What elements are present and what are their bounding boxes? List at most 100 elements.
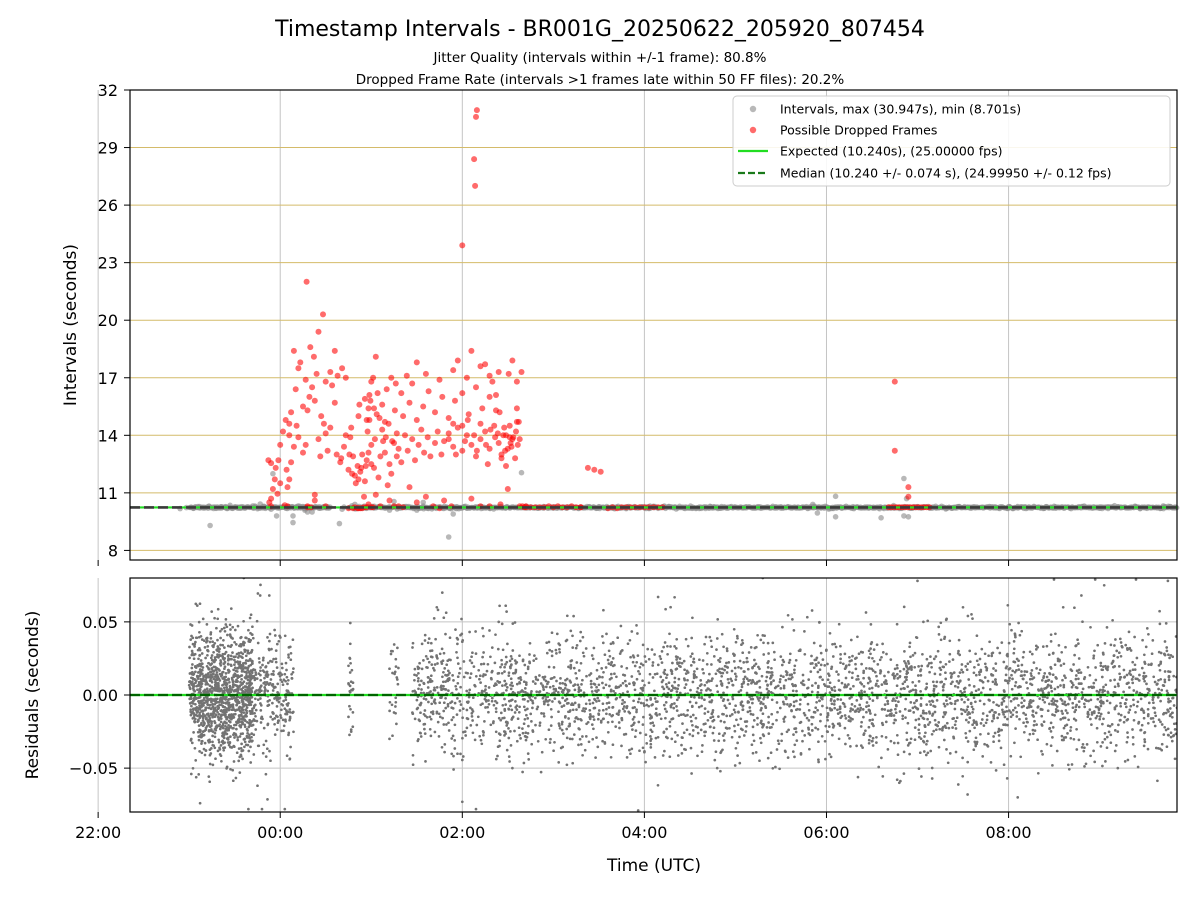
dropped-frame-point-280: [591, 467, 597, 473]
residual-point: [220, 687, 223, 690]
residual-point: [1022, 712, 1025, 715]
residual-point: [207, 775, 210, 778]
residual-point: [1126, 731, 1129, 734]
residual-point: [195, 636, 198, 639]
residual-point: [199, 649, 202, 652]
residual-point: [746, 660, 749, 663]
residual-point: [826, 719, 829, 722]
residual-point: [192, 700, 195, 703]
residual-point: [1008, 677, 1011, 680]
residual-point: [1095, 717, 1098, 720]
residual-point: [292, 638, 295, 641]
residual-point: [638, 749, 641, 752]
residual-point: [1154, 711, 1157, 714]
residual-point: [807, 686, 810, 689]
residual-point: [756, 723, 759, 726]
residual-point: [690, 664, 693, 667]
residual-point: [857, 710, 860, 713]
residual-point: [669, 721, 672, 724]
residual-point: [282, 719, 285, 722]
residual-point: [219, 673, 222, 676]
dropped-frame-point-32: [314, 371, 320, 377]
dropped-frame-point-154: [437, 377, 443, 383]
residual-point: [1120, 641, 1123, 644]
dropped-frame-point-88: [366, 392, 372, 398]
dropped-frame-point-203: [366, 405, 372, 411]
residual-point: [645, 742, 648, 745]
dropped-frame-point-126: [450, 444, 456, 450]
residual-point: [988, 640, 991, 643]
residual-point: [416, 707, 419, 710]
residual-point: [514, 711, 517, 714]
residual-point: [278, 634, 281, 637]
residual-point: [272, 670, 275, 673]
residual-point: [1132, 704, 1135, 707]
residual-point: [192, 716, 195, 719]
residual-point: [225, 672, 228, 675]
dropped-frame-point-133: [482, 429, 488, 435]
residual-point: [233, 736, 236, 739]
residual-point: [858, 652, 861, 655]
residual-point: [192, 767, 195, 770]
residual-point: [218, 669, 221, 672]
residual-point: [920, 715, 923, 718]
residual-point: [233, 760, 236, 763]
residual-point: [395, 723, 398, 726]
residual-point: [198, 636, 201, 639]
residual-point: [927, 751, 930, 754]
residual-point: [815, 701, 818, 704]
residual-point: [1086, 743, 1089, 746]
residual-point: [243, 738, 246, 741]
residual-point: [567, 717, 570, 720]
residual-point: [531, 707, 534, 710]
residual-point: [716, 618, 719, 621]
residual-point: [580, 662, 583, 665]
residual-point: [1132, 736, 1135, 739]
residual-point: [734, 678, 737, 681]
residual-point: [722, 645, 725, 648]
dropped-frame-point-171: [407, 484, 413, 490]
residual-point: [224, 623, 227, 626]
residual-point: [225, 722, 228, 725]
residual-point: [266, 681, 269, 684]
residual-point: [211, 654, 214, 657]
residual-point: [221, 684, 224, 687]
residual-point: [284, 698, 287, 701]
residual-point: [1022, 721, 1025, 724]
x-tick-label-2: 02:00: [439, 823, 485, 842]
residual-point: [231, 626, 234, 629]
residual-point: [251, 686, 254, 689]
residual-point: [278, 672, 281, 675]
residual-point: [865, 667, 868, 670]
residual-point: [821, 735, 824, 738]
residual-point: [720, 675, 723, 678]
dropped-frame-point-210: [383, 434, 389, 440]
residual-point: [191, 663, 194, 666]
residual-point: [202, 666, 205, 669]
dropped-frame-point-80: [387, 461, 393, 467]
residual-point: [702, 672, 705, 675]
dropped-frame-point-97: [368, 379, 374, 385]
residual-point: [1109, 741, 1112, 744]
residual-point: [909, 701, 912, 704]
residual-point: [643, 684, 646, 687]
residual-point: [505, 683, 508, 686]
residual-point: [860, 689, 863, 692]
dropped-frame-point-176: [441, 498, 447, 504]
residual-point: [349, 662, 352, 665]
residual-point: [259, 702, 262, 705]
residual-point: [348, 705, 351, 708]
residual-point: [548, 641, 551, 644]
residual-point: [1015, 669, 1018, 672]
residual-point: [259, 679, 262, 682]
residual-point: [929, 655, 932, 658]
residual-point: [555, 680, 558, 683]
residual-point: [876, 663, 879, 666]
residual-point: [215, 726, 218, 729]
dropped-frame-point-266: [459, 242, 465, 248]
residual-point: [510, 681, 513, 684]
residual-point: [238, 708, 241, 711]
residual-point: [211, 690, 214, 693]
